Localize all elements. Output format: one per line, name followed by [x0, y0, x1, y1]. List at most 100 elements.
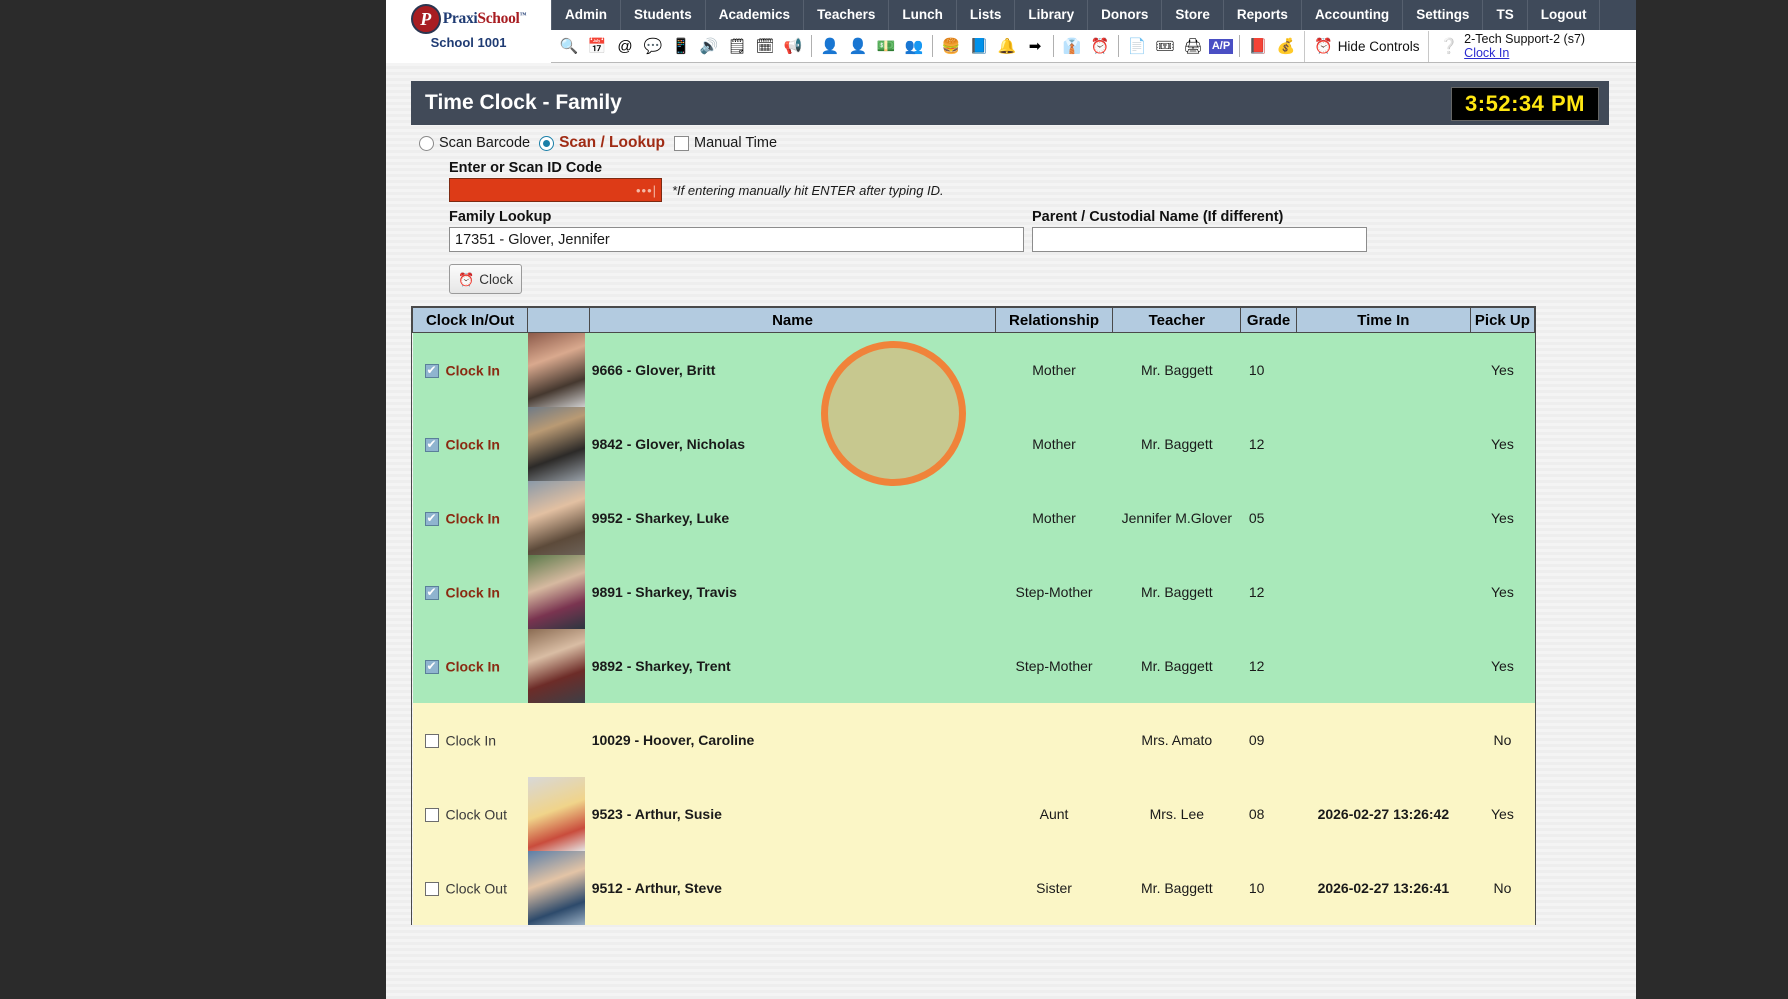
check-icon[interactable]: 🎟	[1152, 33, 1178, 59]
clock-toggle-cell[interactable]: Clock In	[412, 332, 528, 407]
clock-toggle-cell[interactable]: Clock In	[412, 407, 528, 481]
clock-checkbox[interactable]	[424, 881, 439, 896]
add-person-icon[interactable]: 👤	[817, 33, 843, 59]
mode-scan-barcode-radio[interactable]	[419, 135, 434, 151]
search-icon[interactable]: 🔍	[556, 33, 582, 59]
chat-bubble-icon-glyph: 💬	[643, 37, 663, 55]
megaphone-icon[interactable]: 📢	[780, 33, 806, 59]
nav-accounting[interactable]: Accounting	[1302, 0, 1404, 30]
mode-manual-time[interactable]: Manual Time	[674, 135, 777, 151]
nav-academics[interactable]: Academics	[706, 0, 805, 30]
nav-ts[interactable]: TS	[1483, 0, 1528, 30]
nav-teachers[interactable]: Teachers	[804, 0, 890, 30]
chat-bubble-icon[interactable]: 💬	[640, 33, 666, 59]
relationship-value	[995, 703, 1113, 777]
family-lookup-input[interactable]: 17351 - Glover, Jennifer	[449, 227, 1024, 252]
grid-calendar-icon[interactable]: 📅	[584, 33, 610, 59]
clock-checkbox[interactable]	[424, 807, 439, 822]
email-at-icon[interactable]: @	[612, 33, 638, 59]
col-pick-up[interactable]: Pick Up	[1469, 307, 1536, 333]
clock-checkbox[interactable]	[424, 511, 439, 526]
grade-value: 05	[1240, 481, 1297, 555]
clock-toggle-cell[interactable]: Clock Out	[412, 777, 528, 851]
group-people-icon[interactable]: 👥	[901, 33, 927, 59]
table-row[interactable]: Clock Out 9523 - Arthur, Susie Aunt Mrs. Le…	[412, 777, 1535, 851]
parent-name-input[interactable]	[1032, 227, 1367, 252]
person-icon[interactable]: 👤	[845, 33, 871, 59]
clock-toggle-cell[interactable]: Clock In	[412, 703, 528, 777]
speaker-announce-icon[interactable]: 🔊	[696, 33, 722, 59]
alarm-clock-icon: ⏰	[1314, 37, 1333, 55]
staff-person-icon[interactable]: 👔	[1059, 33, 1085, 59]
clock-button[interactable]: ⏰ Clock	[449, 264, 522, 294]
clock-action-label: Clock In	[445, 584, 500, 601]
col-photo[interactable]	[527, 307, 591, 333]
col-relationship[interactable]: Relationship	[994, 307, 1114, 333]
clock-checkbox[interactable]	[424, 437, 439, 452]
table-report-icon-glyph: 📄	[1127, 37, 1147, 55]
support-clock-in-link[interactable]: Clock In	[1464, 46, 1510, 60]
nav-lunch[interactable]: Lunch	[889, 0, 957, 30]
col-clock-in-out[interactable]: Clock In/Out	[411, 307, 529, 333]
cash-register-icon[interactable]: 💰	[1273, 33, 1299, 59]
table-row[interactable]: Clock In 9891 - Sharkey, TravisStep-Mothe…	[412, 555, 1535, 629]
book-icon[interactable]: 📘	[966, 33, 992, 59]
clock-toggle-cell[interactable]: Clock Out	[412, 851, 528, 925]
table-report-icon[interactable]: 📄	[1124, 33, 1150, 59]
mobile-phone-icon[interactable]: 📱	[668, 33, 694, 59]
spreadsheet-icon[interactable]: 🗒	[724, 33, 750, 59]
table-row[interactable]: Clock In 10029 - Hoover, Caroline Mrs. Ama…	[412, 703, 1535, 777]
money-icon[interactable]: 💵	[873, 33, 899, 59]
export-arrow-icon[interactable]: ➡	[1022, 33, 1048, 59]
bell-icon[interactable]: 🔔	[994, 33, 1020, 59]
col-time-in[interactable]: Time In	[1295, 307, 1471, 333]
student-photo-cell	[527, 481, 590, 555]
table-row[interactable]: Clock In 9892 - Sharkey, TrentStep-Mother…	[412, 629, 1535, 703]
nav-settings[interactable]: Settings	[1403, 0, 1484, 30]
accounts-payable-icon[interactable]: A/P	[1208, 33, 1234, 59]
accounts-payable-icon-glyph: A/P	[1208, 38, 1234, 54]
nav-donors[interactable]: Donors	[1088, 0, 1163, 30]
col-grade[interactable]: Grade	[1240, 307, 1297, 333]
nav-library[interactable]: Library	[1015, 0, 1089, 30]
clock-checkbox[interactable]	[424, 659, 439, 674]
print-check-icon[interactable]: 🖨	[1180, 33, 1206, 59]
pdf-icon[interactable]: 📕	[1245, 33, 1271, 59]
clock-toggle-cell[interactable]: Clock In	[412, 629, 528, 703]
clock-checkbox[interactable]	[424, 733, 439, 748]
col-teacher[interactable]: Teacher	[1112, 307, 1242, 333]
table-row[interactable]: Clock In 9842 - Glover, NicholasMotherMr.…	[412, 407, 1535, 481]
mode-manual-time-checkbox[interactable]	[674, 135, 690, 151]
mode-scan-lookup[interactable]: Scan / Lookup	[539, 134, 665, 152]
nav-logout[interactable]: Logout	[1528, 0, 1601, 30]
nav-lists[interactable]: Lists	[957, 0, 1016, 30]
lunch-burger-icon[interactable]: 🍔	[938, 33, 964, 59]
table-row[interactable]: Clock In 9952 - Sharkey, LukeMotherJennif…	[412, 481, 1535, 555]
nav-admin[interactable]: Admin	[551, 0, 621, 30]
brand-logo[interactable]: P PraxiSchool™ School 1001	[386, 0, 551, 63]
calendar-day-icon[interactable]: 🗓	[752, 33, 778, 59]
mode-scan-barcode[interactable]: Scan Barcode	[419, 135, 530, 151]
student-photo	[527, 851, 585, 925]
pick-up-value: Yes	[1470, 777, 1535, 851]
clock-toggle-cell[interactable]: Clock In	[412, 555, 528, 629]
hide-controls-button[interactable]: ⏰ Hide Controls	[1304, 30, 1430, 62]
table-row[interactable]: Clock Out 9512 - Arthur, Steve Sister Mr. B…	[412, 851, 1535, 925]
separator-2	[932, 35, 933, 57]
clock-checkbox[interactable]	[424, 585, 439, 600]
mode-scan-lookup-radio[interactable]	[539, 135, 555, 151]
col-name[interactable]: Name	[589, 307, 996, 333]
help-question-icon[interactable]: ❔	[1439, 37, 1459, 55]
nav-store[interactable]: Store	[1162, 0, 1224, 30]
nav-students[interactable]: Students	[621, 0, 706, 30]
alarm-clock-icon[interactable]: ⏰	[1087, 33, 1113, 59]
clock-checkbox[interactable]	[424, 363, 439, 378]
separator-4	[1118, 35, 1119, 57]
brand-name-praxi: Praxi	[442, 10, 478, 27]
id-code-input[interactable]: •••|	[449, 178, 662, 202]
clock-button-label: Clock	[479, 271, 513, 287]
praxischool-badge-icon: P	[410, 4, 441, 34]
nav-reports[interactable]: Reports	[1224, 0, 1302, 30]
clock-toggle-cell[interactable]: Clock In	[412, 481, 528, 555]
